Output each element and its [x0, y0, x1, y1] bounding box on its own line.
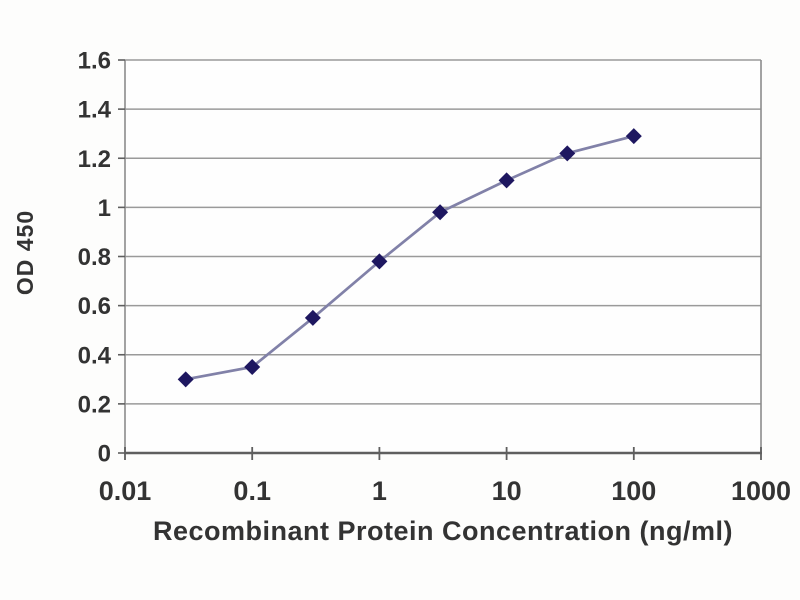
y-tick-label-0.2: 0.2 [78, 391, 111, 418]
x-axis-title: Recombinant Protein Concentration (ng/ml… [152, 516, 733, 546]
data-point-marker-0.03 [177, 371, 194, 388]
y-tick-label-0: 0 [98, 441, 111, 468]
y-axis-title: OD 450 [12, 209, 38, 296]
data-point-marker-1 [371, 253, 388, 270]
y-tick-label-0.6: 0.6 [78, 293, 111, 320]
x-tick-label-0.01: 0.01 [99, 476, 152, 506]
y-tick-label-1: 1 [98, 195, 111, 222]
data-point-marker-0.1 [244, 359, 261, 376]
y-tick-label-1.4: 1.4 [78, 97, 112, 124]
data-point-marker-0.3 [304, 309, 321, 326]
y-tick-label-0.8: 0.8 [78, 244, 111, 271]
x-tick-label-10: 10 [492, 476, 522, 506]
y-tick-label-1.2: 1.2 [78, 146, 111, 173]
data-point-marker-30 [559, 145, 576, 162]
y-tick-label-1.6: 1.6 [78, 48, 111, 75]
data-point-marker-3 [432, 204, 449, 221]
x-tick-label-1: 1 [372, 476, 387, 506]
data-point-marker-100 [625, 128, 642, 145]
data-point-marker-10 [498, 172, 515, 189]
x-tick-label-1000: 1000 [731, 476, 791, 506]
y-tick-label-0.4: 0.4 [78, 342, 112, 369]
series-line [185, 134, 635, 381]
x-tick-label-100: 100 [611, 476, 656, 506]
x-tick-label-0.1: 0.1 [233, 476, 271, 506]
